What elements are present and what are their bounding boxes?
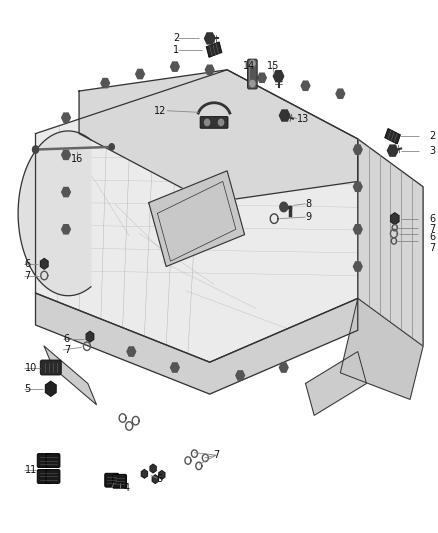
Text: 8: 8	[306, 199, 311, 209]
Text: 9: 9	[306, 212, 311, 222]
Polygon shape	[353, 145, 362, 154]
Polygon shape	[353, 182, 362, 191]
Text: 16: 16	[71, 154, 83, 164]
Circle shape	[109, 144, 114, 150]
Polygon shape	[62, 113, 71, 122]
Polygon shape	[306, 352, 367, 415]
Polygon shape	[159, 471, 165, 479]
Polygon shape	[391, 213, 399, 224]
Circle shape	[250, 80, 255, 87]
Polygon shape	[279, 110, 290, 121]
Text: 6: 6	[430, 214, 436, 224]
Text: 7: 7	[430, 243, 436, 253]
Polygon shape	[236, 371, 244, 380]
Text: 3: 3	[430, 146, 436, 156]
Polygon shape	[387, 145, 398, 156]
Text: 12: 12	[154, 106, 166, 116]
Polygon shape	[127, 347, 136, 356]
Polygon shape	[79, 70, 358, 203]
Text: 14: 14	[243, 61, 255, 70]
FancyBboxPatch shape	[46, 454, 60, 467]
FancyBboxPatch shape	[113, 474, 127, 488]
FancyBboxPatch shape	[40, 360, 61, 375]
Text: 7: 7	[25, 271, 31, 280]
Polygon shape	[273, 71, 284, 82]
Polygon shape	[150, 464, 156, 473]
Polygon shape	[258, 73, 266, 83]
FancyBboxPatch shape	[200, 117, 228, 128]
Text: 2: 2	[173, 33, 179, 43]
Polygon shape	[385, 129, 400, 144]
Polygon shape	[136, 69, 145, 79]
Circle shape	[250, 60, 255, 67]
Polygon shape	[301, 81, 310, 91]
FancyBboxPatch shape	[37, 454, 51, 467]
Text: 5: 5	[25, 384, 31, 394]
Polygon shape	[353, 225, 362, 234]
Text: 6: 6	[156, 474, 162, 484]
Text: 7: 7	[430, 224, 436, 235]
Polygon shape	[18, 131, 91, 296]
Polygon shape	[149, 171, 244, 266]
Polygon shape	[35, 293, 358, 394]
Polygon shape	[44, 346, 96, 405]
Text: 11: 11	[25, 465, 37, 474]
Text: 7: 7	[213, 450, 219, 460]
Polygon shape	[40, 259, 48, 269]
Polygon shape	[62, 188, 71, 197]
Polygon shape	[279, 363, 288, 372]
Text: 13: 13	[297, 114, 309, 124]
Polygon shape	[358, 139, 423, 346]
Circle shape	[219, 119, 224, 126]
Text: 4: 4	[124, 483, 130, 493]
Polygon shape	[86, 332, 94, 342]
Polygon shape	[152, 475, 158, 483]
Polygon shape	[205, 33, 215, 44]
Polygon shape	[336, 89, 345, 98]
Circle shape	[205, 119, 210, 126]
Polygon shape	[46, 381, 56, 396]
Polygon shape	[35, 70, 358, 362]
Text: 6: 6	[430, 232, 436, 243]
Circle shape	[32, 146, 39, 154]
Polygon shape	[101, 78, 110, 88]
FancyBboxPatch shape	[105, 473, 119, 487]
Text: 7: 7	[64, 345, 70, 355]
Polygon shape	[141, 470, 148, 478]
Text: 15: 15	[267, 61, 279, 70]
Text: 6: 6	[64, 334, 70, 344]
Text: 2: 2	[430, 131, 436, 141]
FancyBboxPatch shape	[37, 470, 51, 483]
Polygon shape	[205, 65, 214, 75]
Text: 1: 1	[173, 45, 179, 54]
FancyBboxPatch shape	[46, 470, 60, 483]
Polygon shape	[170, 62, 179, 71]
Polygon shape	[170, 363, 179, 372]
Text: 10: 10	[25, 362, 37, 373]
Text: 6: 6	[25, 259, 31, 269]
Polygon shape	[353, 262, 362, 271]
Polygon shape	[62, 225, 71, 234]
Polygon shape	[340, 298, 423, 399]
Polygon shape	[62, 150, 71, 159]
Circle shape	[280, 202, 288, 212]
FancyBboxPatch shape	[247, 59, 257, 89]
Polygon shape	[207, 42, 222, 57]
